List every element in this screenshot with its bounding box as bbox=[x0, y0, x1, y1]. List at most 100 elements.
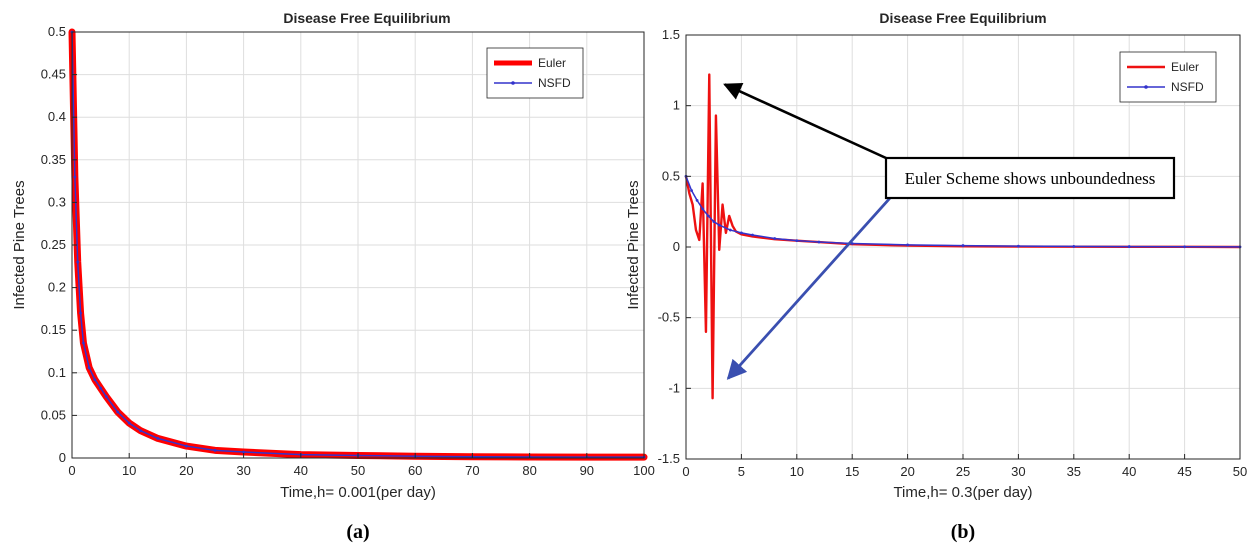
data-point-nsfd bbox=[116, 410, 120, 414]
y-tick-label: 1.5 bbox=[662, 27, 680, 42]
data-point-nsfd bbox=[139, 429, 143, 433]
x-tick-label: 30 bbox=[236, 463, 250, 478]
x-tick-label: 15 bbox=[845, 464, 859, 479]
data-point-nsfd bbox=[185, 444, 188, 448]
y-axis-label: Infected Pine Trees bbox=[11, 180, 28, 309]
y-ticks: 0 0.05 0.1 0.15 0.2 0.25 0.3 0.35 0.4 0.45 0.5 bbox=[41, 24, 77, 465]
data-point-nsfd bbox=[87, 366, 91, 370]
x-tick-label: 40 bbox=[294, 463, 308, 478]
chart-panel-b: Disease Free Equilibrium 0 5 10 15 20 25 30 35 4… bbox=[625, 10, 1247, 543]
x-axis-label: Time,h= 0.3(per day) bbox=[893, 484, 1032, 501]
data-point-nsfd bbox=[740, 231, 743, 235]
data-point-nsfd bbox=[79, 311, 82, 315]
data-point-nsfd bbox=[1017, 244, 1020, 248]
y-tick-label: 0.1 bbox=[48, 365, 66, 380]
data-point-nsfd bbox=[795, 239, 799, 243]
x-tick-label: 45 bbox=[1177, 464, 1191, 479]
y-tick-label: -0.5 bbox=[658, 310, 680, 325]
y-tick-label: 0.5 bbox=[48, 24, 66, 39]
data-point-nsfd bbox=[76, 260, 80, 264]
x-tick-label: 10 bbox=[122, 463, 136, 478]
legend: Euler NSFD bbox=[1119, 51, 1217, 103]
data-point-nsfd bbox=[695, 198, 699, 202]
y-tick-label: 0.15 bbox=[41, 322, 66, 337]
legend-box bbox=[1119, 51, 1217, 103]
data-point-nsfd bbox=[701, 207, 705, 211]
x-axis-label: Time,h= 0.001(per day) bbox=[280, 484, 436, 501]
y-tick-label: 0.25 bbox=[41, 237, 66, 252]
data-point-nsfd bbox=[99, 386, 102, 390]
y-tick-label: 0.5 bbox=[662, 168, 680, 183]
x-tick-label: 5 bbox=[738, 464, 745, 479]
x-tick-label: 25 bbox=[956, 464, 970, 479]
x-tick-label: 20 bbox=[900, 464, 914, 479]
data-point-nsfd bbox=[751, 233, 754, 237]
y-tick-label: 0.45 bbox=[41, 67, 66, 82]
y-tick-label: 1 bbox=[673, 98, 680, 113]
data-point-nsfd bbox=[961, 244, 965, 247]
legend-label-euler: Euler bbox=[538, 56, 566, 70]
data-point-nsfd bbox=[1072, 245, 1076, 248]
x-tick-label: 0 bbox=[682, 464, 689, 479]
x-tick-label: 60 bbox=[408, 463, 422, 478]
annotation-box bbox=[884, 156, 1176, 200]
legend-box bbox=[486, 47, 584, 99]
x-tick-label: 90 bbox=[580, 463, 594, 478]
data-point-nsfd bbox=[104, 395, 108, 399]
x-tick-label: 50 bbox=[1233, 464, 1247, 479]
chart-title: Disease Free Equilibrium bbox=[879, 10, 1046, 26]
y-tick-label: 0.4 bbox=[48, 109, 66, 124]
data-point-nsfd bbox=[242, 450, 246, 454]
legend-label-nsfd: NSFD bbox=[1171, 80, 1204, 94]
x-tick-label: 35 bbox=[1067, 464, 1081, 479]
annotation-arrow-down bbox=[726, 197, 892, 380]
y-ticks: -1.5 -1 -0.5 0 0.5 1 1.5 bbox=[658, 27, 691, 466]
y-tick-label: 0 bbox=[673, 239, 680, 254]
y-tick-label: 0.35 bbox=[41, 152, 66, 167]
y-tick-label: -1.5 bbox=[658, 451, 680, 466]
y-tick-label: 0.3 bbox=[48, 194, 66, 209]
legend: Euler NSFD bbox=[486, 47, 584, 99]
y-tick-label: 0 bbox=[59, 450, 66, 465]
chart-panel-a: Disease Free Equilibrium 0 10 20 30 40 50 60 70… bbox=[11, 10, 655, 543]
x-tick-label: 0 bbox=[68, 463, 75, 478]
annotation-group: Euler Scheme shows unboundedness bbox=[723, 82, 1176, 380]
data-point-nsfd bbox=[690, 189, 693, 192]
data-point-nsfd bbox=[127, 421, 131, 425]
data-point-nsfd bbox=[82, 341, 85, 345]
panel-caption-a: (a) bbox=[346, 521, 369, 543]
data-point-nsfd bbox=[156, 437, 160, 440]
legend-label-euler: Euler bbox=[1171, 60, 1199, 74]
data-point-nsfd bbox=[1127, 245, 1131, 248]
data-point-nsfd bbox=[728, 228, 732, 232]
data-point-nsfd bbox=[817, 240, 821, 244]
x-tick-label: 40 bbox=[1122, 464, 1136, 479]
panel-caption-b: (b) bbox=[951, 521, 975, 543]
data-point-nsfd bbox=[773, 237, 777, 240]
y-tick-label: 0.2 bbox=[48, 280, 66, 295]
data-point-nsfd bbox=[213, 448, 217, 452]
x-tick-label: 100 bbox=[633, 463, 655, 478]
x-ticks: 0 5 10 15 20 25 30 35 40 45 50 bbox=[682, 454, 1247, 479]
legend-marker-nsfd bbox=[1144, 85, 1148, 89]
data-point-nsfd bbox=[1183, 245, 1186, 249]
data-point-nsfd bbox=[706, 214, 710, 218]
data-point-nsfd bbox=[712, 220, 716, 223]
y-axis-label: Infected Pine Trees bbox=[625, 180, 642, 309]
y-tick-label: 0.05 bbox=[41, 407, 66, 422]
data-point-nsfd bbox=[906, 243, 909, 247]
x-tick-label: 80 bbox=[522, 463, 536, 478]
data-point-nsfd bbox=[93, 378, 97, 382]
chart-title: Disease Free Equilibrium bbox=[283, 10, 450, 26]
series-group bbox=[684, 73, 1242, 400]
x-tick-label: 70 bbox=[465, 463, 479, 478]
annotation-arrow-up bbox=[723, 82, 887, 160]
x-ticks: 0 10 20 30 40 50 60 70 80 90 100 bbox=[68, 453, 655, 478]
y-tick-label: -1 bbox=[668, 380, 680, 395]
annotation-text: Euler Scheme shows unboundedness bbox=[905, 169, 1156, 188]
legend-label-nsfd: NSFD bbox=[538, 76, 571, 90]
x-tick-label: 50 bbox=[351, 463, 365, 478]
data-point-nsfd bbox=[73, 175, 77, 179]
x-tick-label: 30 bbox=[1011, 464, 1025, 479]
